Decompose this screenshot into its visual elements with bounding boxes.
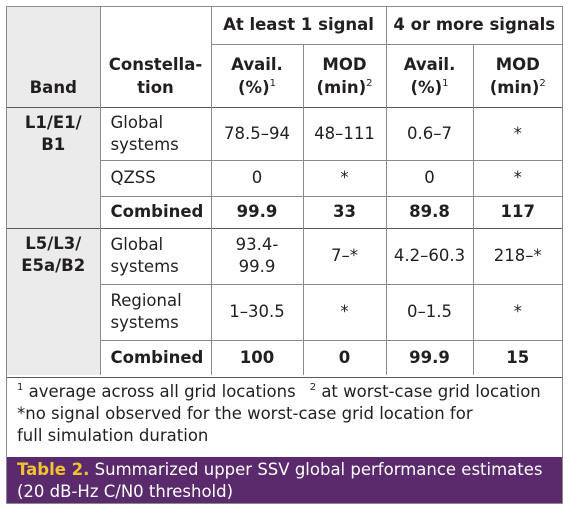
value-cell: 99.9 (210, 195, 303, 228)
value-cell: 4.2–60.3 (385, 227, 474, 284)
value-cell: 93.4- 99.9 (210, 227, 303, 284)
constellation-cell: Global systems (99, 227, 211, 284)
value-cell: 0 (302, 339, 387, 375)
constellation-cell: Global systems (99, 106, 211, 160)
avail-header-1: Avail. (%)1 (210, 43, 303, 107)
band-header: Band (7, 7, 100, 107)
constellation-cell: Regional systems (99, 283, 211, 340)
performance-table: Band Constella-tion At least 1 signal 4 … (7, 7, 563, 375)
value-cell: 15 (472, 339, 563, 375)
value-cell: 48–111 (302, 106, 387, 160)
caption-text: Summarized upper SSV global performance … (17, 460, 543, 501)
table-row: Regional systems 1–30.5 * 0–1.5 * (7, 283, 563, 340)
table-footnotes: 1 average across all grid locations 2 at … (7, 377, 562, 447)
value-cell: 78.5–94 (210, 106, 303, 160)
mod-header-1: MOD (min)2 (302, 43, 387, 107)
value-cell: 117 (472, 195, 563, 228)
value-cell: 0 (385, 159, 474, 196)
table-frame: Band Constella-tion At least 1 signal 4 … (6, 6, 563, 504)
constellation-header: Constella-tion (99, 7, 211, 107)
footnote-line-2: *no signal observed for the worst-case g… (17, 404, 473, 423)
value-cell: 33 (302, 195, 387, 228)
value-cell: * (472, 283, 563, 340)
table-row-combined: Combined 100 0 99.9 15 (7, 339, 563, 375)
value-cell: 100 (210, 339, 303, 375)
value-cell: 1–30.5 (210, 283, 303, 340)
value-cell: * (472, 159, 563, 196)
band-cell-l1: L1/E1/B1 (7, 106, 100, 228)
value-cell: * (302, 159, 387, 196)
value-cell: 99.9 (385, 339, 474, 375)
group-header-at-least-1: At least 1 signal (210, 7, 387, 44)
header-row-groups: Band Constella-tion At least 1 signal 4 … (7, 7, 563, 107)
value-cell: 218–* (472, 227, 563, 284)
band-cell-l5: L5/L3/E5a/B2 (7, 227, 100, 375)
value-cell: 0–1.5 (385, 283, 474, 340)
table-row-combined: Combined 99.9 33 89.8 117 (7, 195, 563, 228)
constellation-cell: Combined (99, 195, 211, 228)
value-cell: 7–* (302, 227, 387, 284)
table-row: L5/L3/E5a/B2 Global systems 93.4- 99.9 7–… (7, 227, 563, 375)
header-row-columns: Avail. (%)1 MOD (min)2 Avail. (%)1 MOD (min)… (7, 43, 563, 107)
constellation-cell: QZSS (99, 159, 211, 196)
caption-label: Table 2. (17, 460, 90, 479)
constellation-cell: Combined (99, 339, 211, 375)
value-cell: * (472, 106, 563, 160)
footnote-line-3: full simulation duration (17, 426, 209, 445)
value-cell: * (302, 283, 387, 340)
mod-header-2: MOD (min)2 (472, 43, 563, 107)
footnote-line-1: 1 average across all grid locations 2 at … (17, 382, 541, 401)
table-row: QZSS 0 * 0 * (7, 159, 563, 196)
table-caption: Table 2. Summarized upper SSV global per… (7, 457, 562, 503)
value-cell: 89.8 (385, 195, 474, 228)
group-header-4-or-more: 4 or more signals (385, 7, 563, 44)
table-row: L1/E1/B1 Global systems 78.5–94 48–111 0.… (7, 106, 563, 228)
avail-header-2: Avail. (%)1 (385, 43, 474, 107)
value-cell: 0.6–7 (385, 106, 474, 160)
value-cell: 0 (210, 159, 303, 196)
